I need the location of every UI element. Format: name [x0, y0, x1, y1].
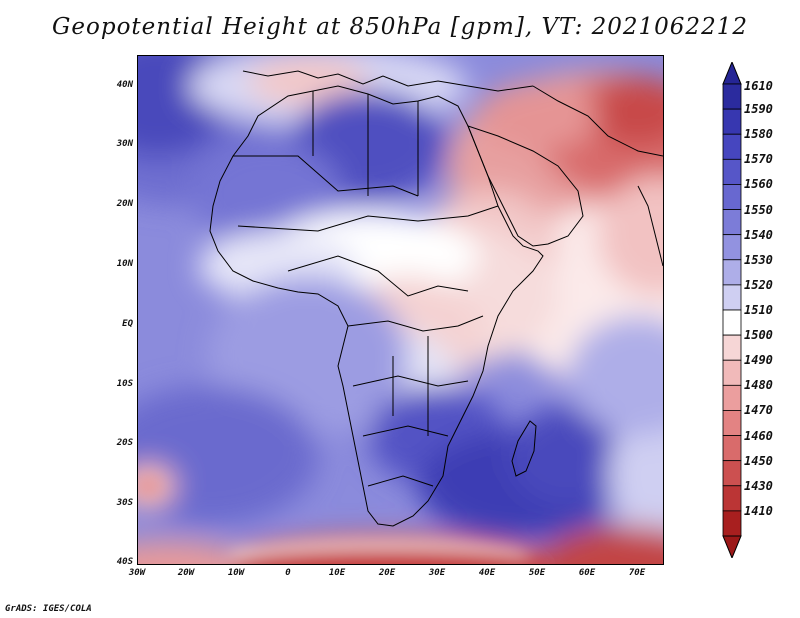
colorbar-top-arrow — [722, 62, 742, 85]
colorbar-level-label: 1510 — [744, 303, 773, 317]
colorbar-swatch — [722, 259, 742, 286]
colorbar: 1610 1590 1580 1570 1560 1550 1540 1530 1520 1510… — [722, 62, 800, 558]
grads-credit: GrADS: IGES/COLA — [5, 604, 92, 614]
colorbar-level-label: 1490 — [744, 353, 773, 368]
geopotential-field — [138, 56, 663, 564]
map-panel — [137, 55, 664, 565]
lat-label-20n: 20N — [116, 199, 133, 209]
colorbar-level-label: 1560 — [744, 177, 773, 192]
lon-label-20e: 20E — [378, 568, 396, 578]
lon-label-40e: 40E — [478, 568, 496, 578]
colorbar-level-label: 1550 — [744, 202, 773, 217]
coastlines — [209, 70, 663, 527]
lat-label-10n: 10N — [116, 259, 133, 269]
colorbar-level-label: 1480 — [744, 378, 773, 393]
lat-label-30s: 30S — [116, 498, 133, 508]
colorbar-level-label: 1430 — [744, 478, 773, 493]
map-title: Geopotential Height at 850hPa [gpm], VT:… — [52, 14, 748, 40]
colorbar-swatch — [722, 284, 742, 311]
colorbar-swatch — [722, 184, 742, 210]
colorbar-swatch — [722, 209, 742, 236]
field-highlights — [138, 476, 547, 564]
colorbar-level-label: 1410 — [744, 503, 773, 518]
colorbar-level-label: 1500 — [744, 328, 773, 343]
colorbar-level-label: 1520 — [744, 277, 773, 292]
colorbar-level-label: 1590 — [744, 102, 773, 117]
colorbar-swatch — [722, 309, 742, 336]
lat-label-40s: 40S — [116, 557, 133, 567]
colorbar-swatch — [722, 460, 742, 487]
colorbar-swatch — [722, 510, 742, 537]
colorbar-bottom-arrow — [722, 535, 742, 558]
colorbar-swatch — [722, 133, 742, 160]
colorbar-swatch — [722, 158, 742, 185]
colorbar-swatch — [722, 108, 742, 135]
lon-label-70e: 70E — [628, 568, 646, 578]
lat-label-30n: 30N — [116, 139, 133, 149]
colorbar-level-label: 1580 — [744, 127, 773, 142]
colorbar-level-label: 1540 — [744, 227, 773, 242]
colorbar-swatch — [722, 359, 742, 386]
colorbar-swatch — [722, 384, 742, 411]
lon-label-10w: 10W — [227, 568, 245, 578]
lon-label-0: 0 — [285, 568, 291, 578]
colorbar-level-label: 1570 — [744, 152, 773, 167]
lat-label-20s: 20S — [116, 438, 133, 448]
lon-label-50e: 50E — [528, 568, 546, 578]
colorbar-swatch — [722, 435, 742, 462]
colorbar-swatch — [722, 410, 742, 436]
lon-label-10e: 10E — [328, 568, 346, 578]
lon-label-60e: 60E — [578, 568, 596, 578]
lon-label-30w: 30W — [128, 568, 146, 578]
colorbar-swatch — [722, 234, 742, 261]
lon-label-30e: 30E — [428, 568, 446, 578]
colorbar-swatch — [722, 485, 742, 512]
lat-label-10s: 10S — [116, 379, 133, 389]
lat-label-eq: EQ — [122, 319, 133, 329]
lon-label-20w: 20W — [177, 568, 195, 578]
colorbar-swatches — [722, 62, 742, 558]
colorbar-level-label: 1610 — [744, 79, 773, 93]
lat-label-40n: 40N — [116, 80, 133, 90]
colorbar-level-label: 1470 — [744, 403, 773, 418]
colorbar-level-label: 1460 — [744, 428, 773, 443]
colorbar-level-label: 1450 — [744, 453, 773, 468]
colorbar-swatch — [722, 334, 742, 361]
map-plot — [138, 56, 663, 564]
colorbar-level-label: 1530 — [744, 252, 773, 267]
colorbar-swatch — [722, 83, 742, 110]
